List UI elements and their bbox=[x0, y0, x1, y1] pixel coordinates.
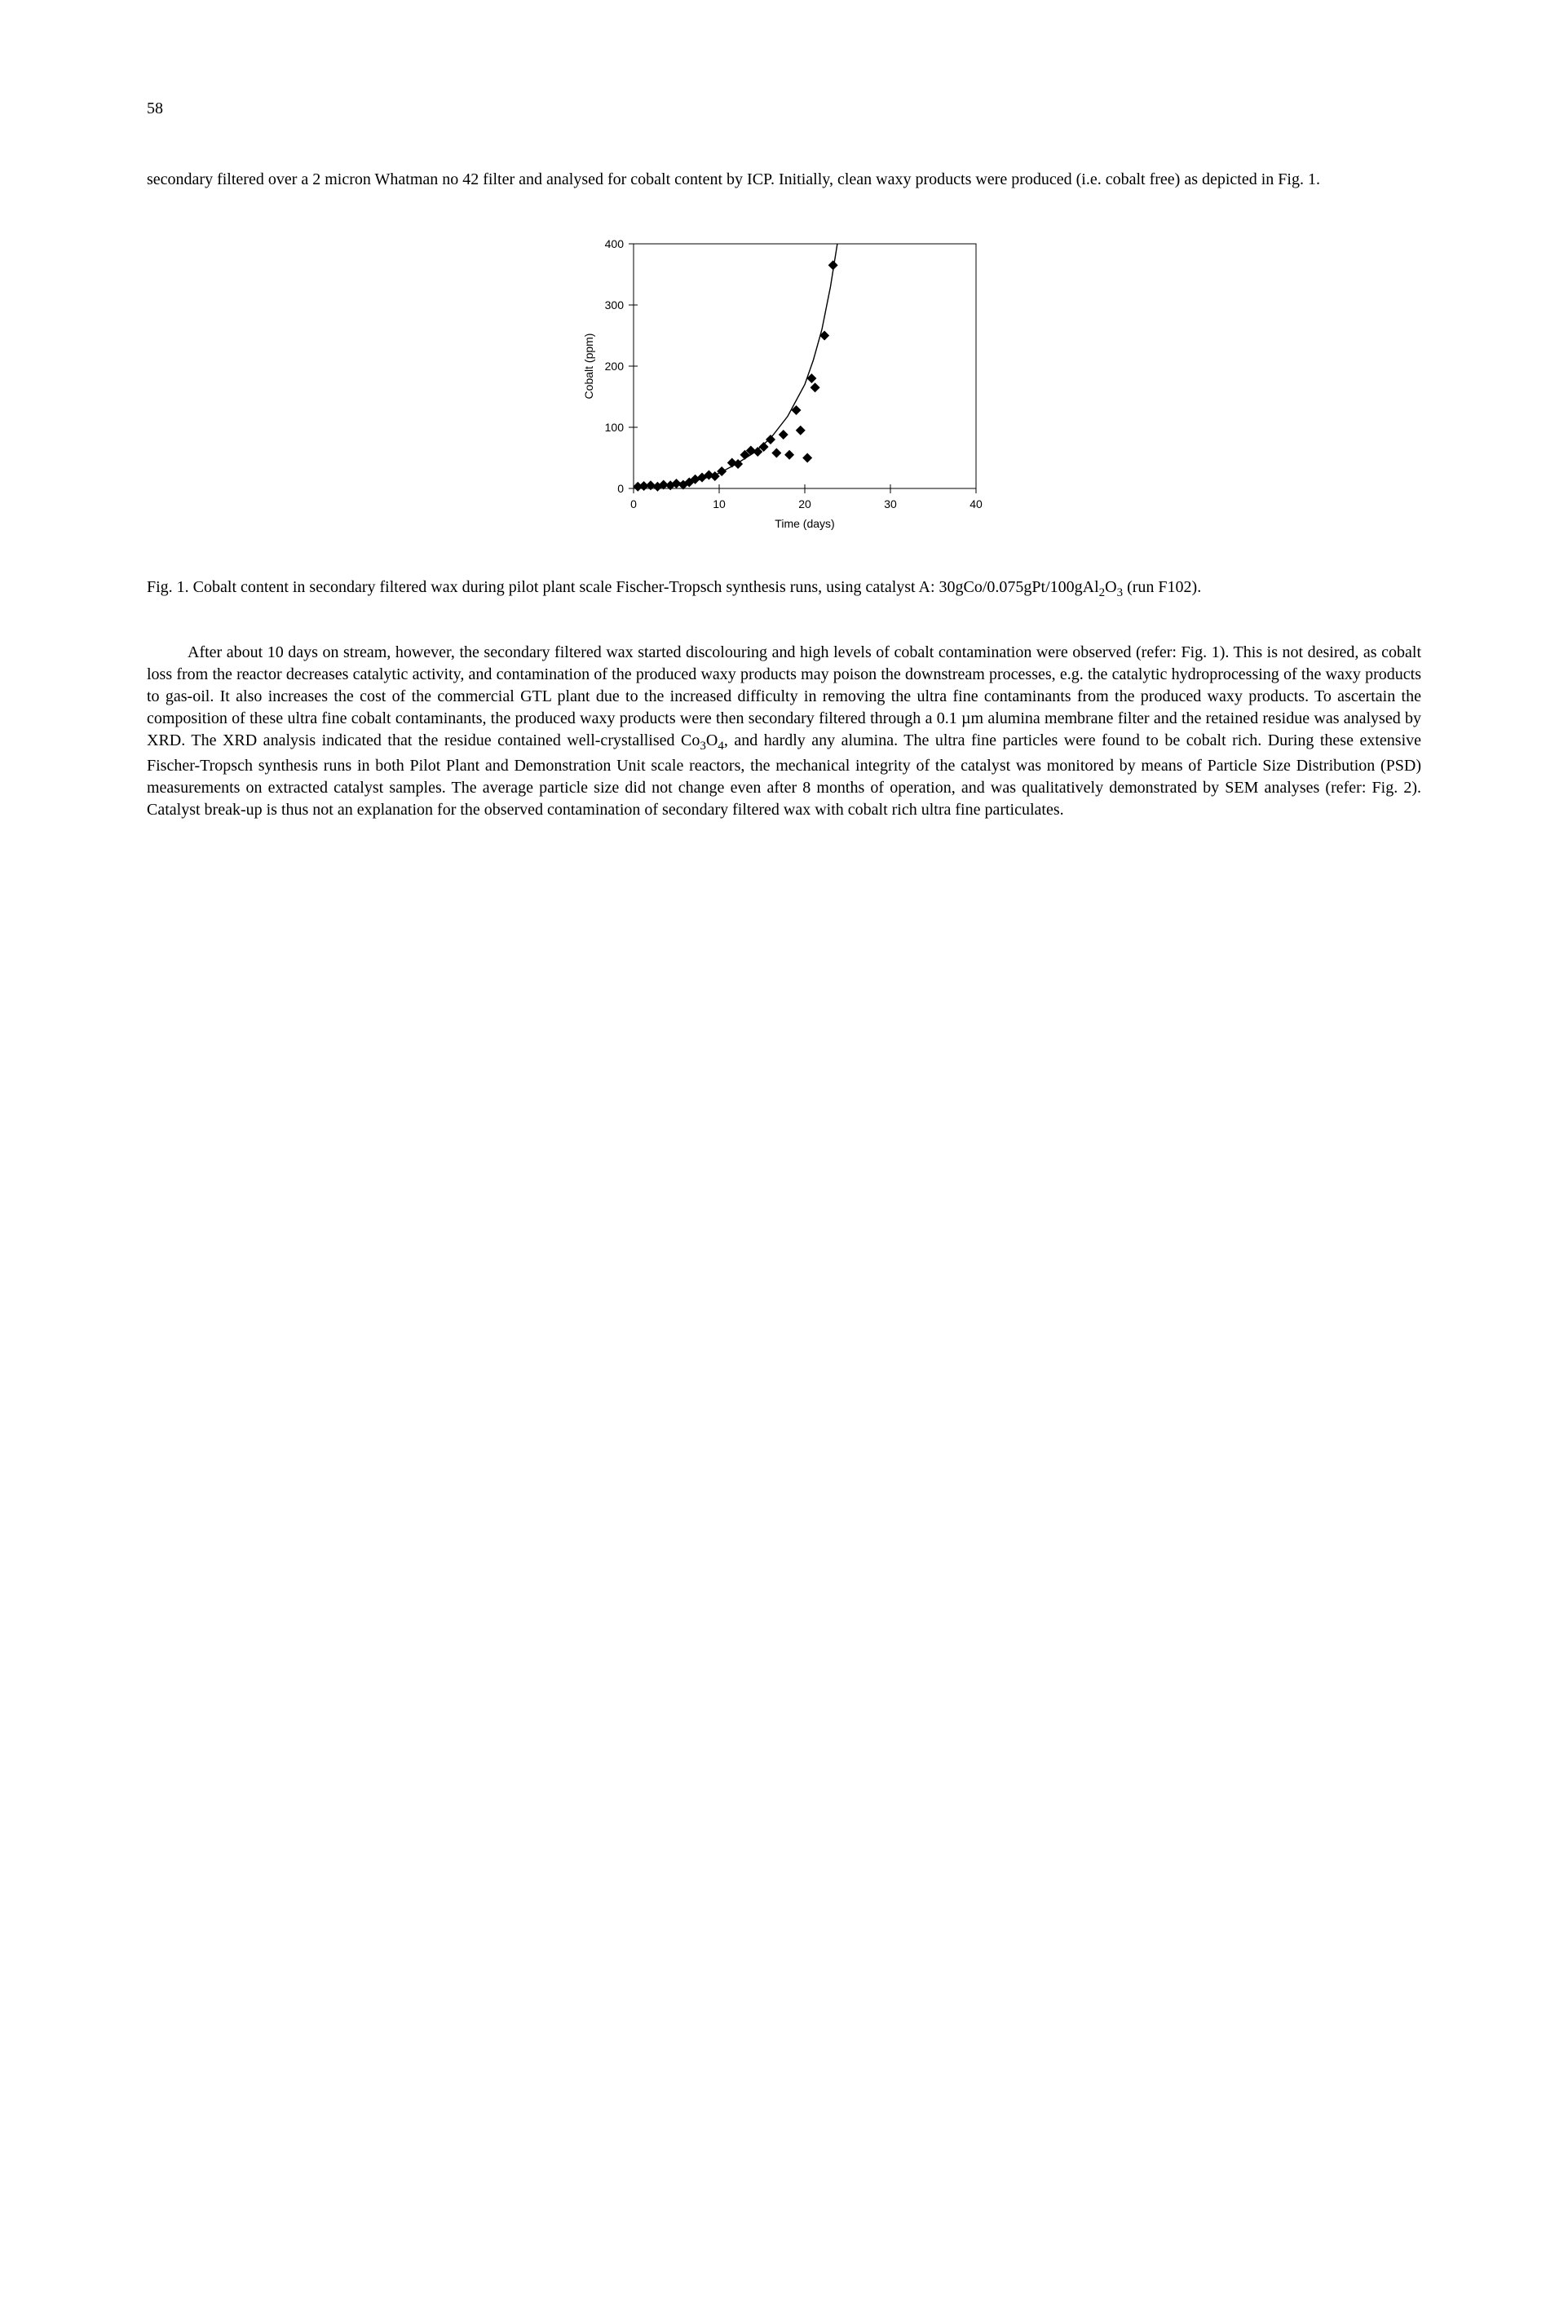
caption-text: O bbox=[1105, 578, 1116, 596]
body-text: O bbox=[706, 731, 718, 749]
svg-text:Time (days): Time (days) bbox=[775, 517, 834, 530]
caption-text: (run F102). bbox=[1123, 578, 1201, 596]
page-number: 58 bbox=[147, 98, 1421, 120]
body-paragraph: After about 10 days on stream, however, … bbox=[147, 642, 1421, 820]
caption-sub: 3 bbox=[1117, 586, 1124, 599]
svg-text:300: 300 bbox=[604, 298, 624, 311]
figure-1-chart: 0102030400100200300400Time (days)Cobalt … bbox=[576, 232, 992, 544]
svg-text:400: 400 bbox=[604, 237, 624, 250]
svg-text:0: 0 bbox=[617, 482, 624, 495]
figure-1-container: 0102030400100200300400Time (days)Cobalt … bbox=[147, 232, 1421, 544]
figure-1-caption: Fig. 1. Cobalt content in secondary filt… bbox=[147, 577, 1421, 601]
svg-text:Cobalt (ppm): Cobalt (ppm) bbox=[582, 334, 595, 400]
intro-paragraph: secondary filtered over a 2 micron Whatm… bbox=[147, 169, 1421, 191]
svg-text:0: 0 bbox=[630, 497, 637, 510]
svg-text:100: 100 bbox=[604, 421, 624, 434]
body-sub: 4 bbox=[718, 740, 724, 753]
svg-text:40: 40 bbox=[970, 497, 983, 510]
svg-text:10: 10 bbox=[713, 497, 726, 510]
caption-text: Fig. 1. Cobalt content in secondary filt… bbox=[147, 578, 1099, 596]
scatter-chart-svg: 0102030400100200300400Time (days)Cobalt … bbox=[576, 232, 992, 537]
svg-text:30: 30 bbox=[884, 497, 897, 510]
body-sub: 3 bbox=[700, 740, 706, 753]
svg-text:20: 20 bbox=[798, 497, 811, 510]
svg-text:200: 200 bbox=[604, 360, 624, 373]
